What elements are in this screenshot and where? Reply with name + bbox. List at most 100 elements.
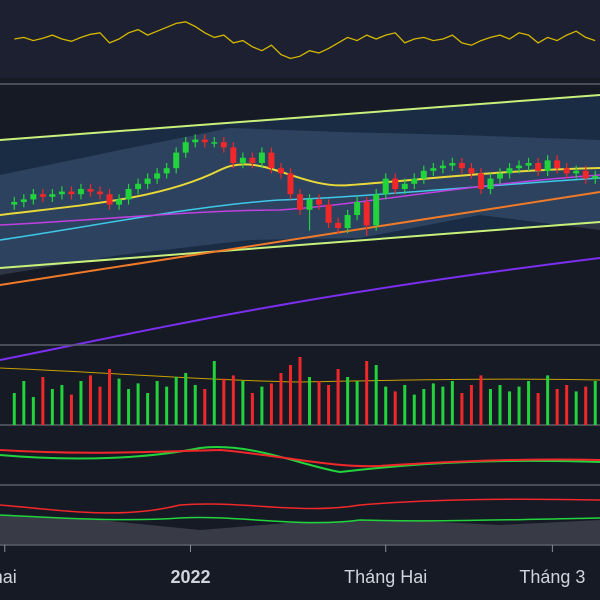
- volume-bar: [288, 365, 292, 425]
- volume-bar: [241, 381, 245, 425]
- candle-body: [563, 168, 570, 174]
- volume-bar: [250, 393, 254, 425]
- volume-bar: [165, 386, 169, 425]
- volume-bar: [127, 389, 131, 425]
- candle-body: [173, 152, 180, 169]
- volume-bar: [517, 386, 521, 425]
- candle-body: [592, 176, 599, 179]
- candle-body: [458, 163, 465, 169]
- candle-body: [87, 189, 94, 192]
- channel-lower: [0, 221, 600, 269]
- candle-body: [497, 173, 503, 179]
- candle-body: [306, 199, 313, 210]
- candle-body: [468, 168, 475, 174]
- volume-bar: [593, 381, 597, 425]
- volume-bar: [346, 377, 350, 425]
- candle-body: [97, 191, 103, 195]
- mid-ma: [0, 191, 600, 286]
- candle-body: [77, 189, 84, 195]
- volume-bar: [546, 375, 550, 425]
- volume-bar: [365, 361, 369, 425]
- candle-body: [230, 147, 237, 163]
- volume-bar: [450, 381, 454, 425]
- volume-bar: [222, 378, 226, 425]
- candle-body: [573, 170, 580, 174]
- candle-body: [516, 165, 523, 169]
- volume-bar: [108, 369, 112, 425]
- candle-body: [144, 178, 151, 184]
- candle-body: [392, 178, 399, 189]
- volume-bar: [412, 394, 416, 425]
- x-tick-label: 2022: [170, 567, 210, 587]
- volume-bar: [527, 381, 531, 425]
- volume-bar: [212, 361, 216, 425]
- volume-bar: [508, 391, 512, 425]
- volume-bar: [308, 377, 312, 425]
- candle-body: [135, 183, 142, 189]
- candle-body: [192, 139, 199, 143]
- channel-fill: [0, 95, 600, 268]
- candle-body: [154, 173, 161, 179]
- volume-bar: [384, 386, 388, 425]
- candle-body: [211, 142, 218, 144]
- candle-body: [382, 178, 389, 195]
- volume-bar: [50, 389, 54, 425]
- candle-body: [487, 178, 494, 189]
- candle-body: [116, 199, 123, 205]
- candle-body: [335, 222, 342, 228]
- candle-body: [125, 189, 132, 200]
- volume-bar: [479, 375, 483, 425]
- candle-body: [401, 183, 408, 189]
- candle-body: [220, 142, 227, 148]
- candle-body: [449, 163, 456, 166]
- candle-body: [430, 168, 437, 171]
- volume-bar: [498, 385, 502, 425]
- long-ma: [0, 257, 600, 361]
- candle-body: [277, 168, 284, 174]
- candle-body: [163, 168, 170, 174]
- volume-bar: [317, 381, 321, 425]
- volume-bar: [584, 386, 588, 425]
- volume-bar: [269, 383, 273, 425]
- volume-bar: [174, 377, 178, 425]
- volume-bar: [393, 391, 397, 425]
- volume-bar: [355, 381, 359, 425]
- candle-body: [354, 202, 361, 215]
- candle-body: [363, 202, 370, 226]
- candle-body: [316, 199, 323, 205]
- volume-bar: [22, 381, 26, 425]
- x-tick-label: hai: [0, 567, 17, 587]
- lower-area: [0, 515, 600, 545]
- candle-body: [49, 194, 56, 197]
- volume-bar: [336, 369, 340, 425]
- candle-body: [439, 165, 446, 169]
- volume-bar: [441, 386, 445, 425]
- volume-bar: [460, 393, 464, 425]
- volume-bar: [574, 391, 578, 425]
- volume-bar: [469, 385, 473, 425]
- volume-bar: [79, 381, 83, 425]
- candle-body: [201, 139, 208, 143]
- candle-body: [30, 194, 37, 200]
- volume-bar: [422, 389, 426, 425]
- volume-bar: [60, 385, 64, 425]
- candle-body: [20, 199, 27, 202]
- candle-body: [249, 157, 256, 163]
- volume-bar: [12, 393, 16, 425]
- lower-red: [0, 498, 600, 514]
- candle-body: [239, 157, 246, 163]
- volume-bar: [327, 385, 331, 425]
- volume-bar: [298, 357, 302, 425]
- volume-bar: [117, 378, 121, 425]
- volume-bar: [555, 389, 559, 425]
- candle-body: [11, 202, 18, 205]
- volume-bar: [136, 383, 140, 425]
- candle-body: [68, 191, 75, 195]
- volume-bar: [403, 385, 407, 425]
- volume-bar: [193, 385, 197, 425]
- oscillator-line: [14, 21, 596, 60]
- candle-body: [525, 163, 532, 166]
- volume-bar: [31, 397, 35, 425]
- candle-body: [58, 191, 65, 195]
